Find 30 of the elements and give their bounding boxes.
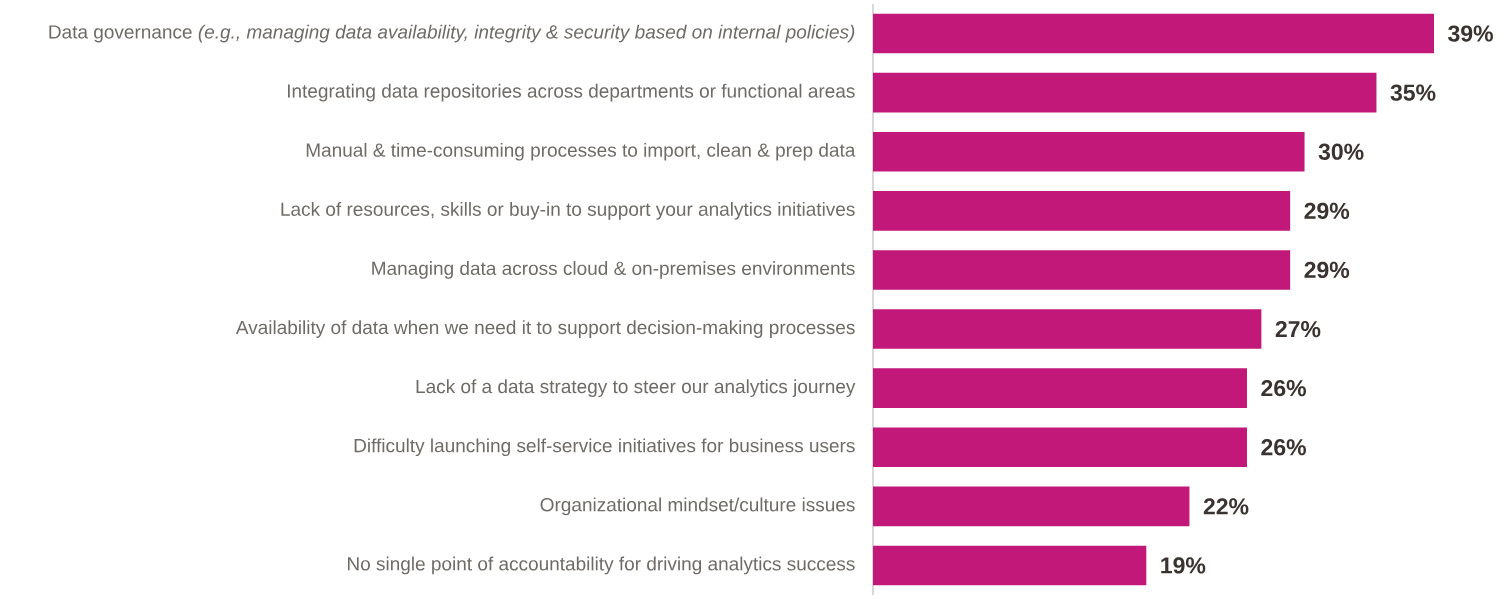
bar: [873, 250, 1291, 290]
y-tick-label: Difficulty launching self-service initiatives for business users: [354, 438, 855, 457]
bar: [873, 486, 1190, 527]
data-label: 22%: [1203, 498, 1249, 515]
y-tick-label: Data governance (e.g., managing data availability, integrity & security based on internal policies): [49, 24, 855, 43]
bar: [873, 191, 1291, 231]
data-label: 29%: [1304, 202, 1350, 219]
y-tick-label: Managing data across cloud & on-premises environments: [372, 261, 855, 279]
bar: [873, 427, 1247, 468]
bar: [873, 368, 1247, 408]
data-label: 39%: [1448, 25, 1493, 42]
data-label: 29%: [1304, 261, 1350, 279]
bar: [873, 545, 1147, 586]
data-label: 35%: [1390, 84, 1436, 101]
y-tick-label: Manual & time-consuming processes to import, clean & prep data: [306, 142, 856, 161]
data-label: 30%: [1318, 143, 1364, 160]
bar: [873, 131, 1305, 172]
bar: [873, 309, 1262, 349]
y-tick-label: Lack of resources, skills or buy-in to support your analytics initiatives: [281, 201, 855, 220]
data-label: 26%: [1261, 380, 1306, 397]
data-label: 19%: [1161, 557, 1206, 574]
bar: [873, 72, 1377, 113]
y-tick-label: Lack of a data strategy to steer our analytics journey: [416, 379, 856, 397]
bar: [873, 13, 1434, 54]
y-tick-label: Availability of data when we need it to support decision-making processes: [235, 320, 855, 338]
y-tick-label: Integrating data repositories across departments or functional areas: [287, 83, 855, 102]
y-tick-label: No single point of accountability for driving analytics success: [347, 556, 855, 575]
data-label: 26%: [1261, 439, 1306, 456]
y-tick-label: Organizational mindset/culture issues: [540, 497, 855, 516]
data-label: 27%: [1275, 320, 1321, 338]
